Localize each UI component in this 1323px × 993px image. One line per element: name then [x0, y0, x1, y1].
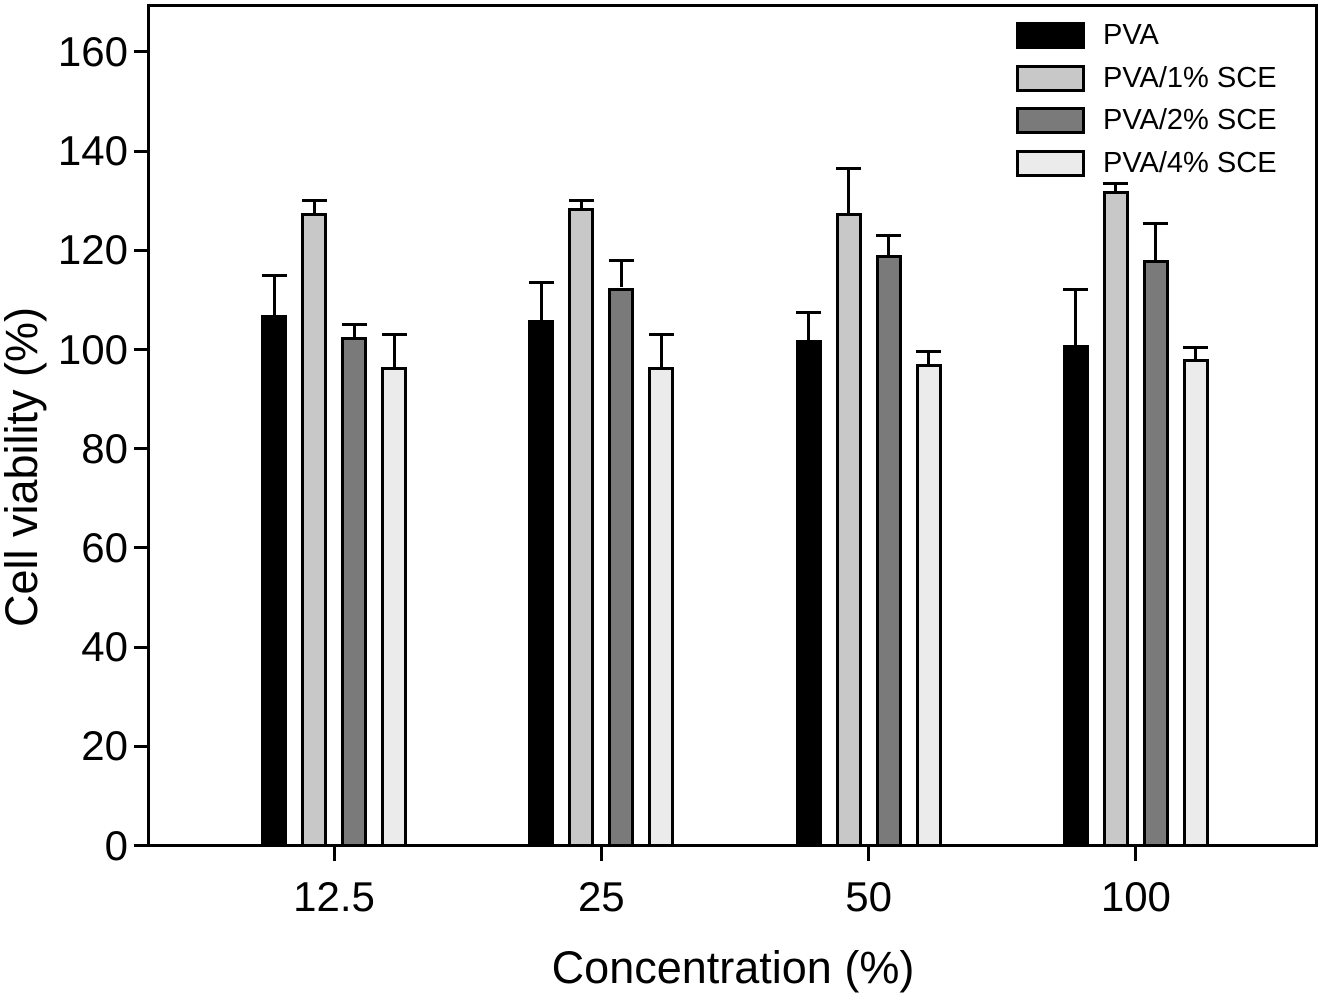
error-bar-stem [539, 282, 543, 320]
error-bar-cap [568, 199, 594, 203]
error-bar-stem [312, 200, 316, 214]
error-bar-stem [619, 260, 623, 288]
error-bar-cap [916, 350, 942, 354]
x-axis-tick [1134, 847, 1138, 861]
y-tick-label: 80 [81, 424, 128, 472]
bar [528, 319, 555, 847]
bar [301, 213, 327, 847]
error-bar-cap [528, 281, 554, 285]
legend-item: PVA/4% SCE [1016, 147, 1296, 180]
bar [1182, 359, 1209, 847]
y-tick-label: 100 [57, 325, 128, 373]
x-axis-tick [332, 847, 336, 861]
legend-item: PVA [1016, 19, 1296, 51]
y-axis-tick [134, 149, 147, 153]
error-bar-cap [876, 233, 902, 237]
x-axis-tick [867, 847, 871, 861]
bar [1142, 260, 1169, 847]
legend-swatch [1016, 22, 1085, 49]
y-axis-tick [134, 50, 147, 54]
error-bar-stem [847, 168, 851, 214]
bar [568, 208, 595, 847]
y-tick-label: 120 [57, 226, 128, 274]
error-bar-cap [796, 310, 822, 314]
x-axis-tick [599, 847, 603, 861]
error-bar-cap [1103, 181, 1129, 185]
error-bar-stem [927, 351, 931, 365]
error-bar-cap [1063, 288, 1089, 292]
x-axis-title: Concentration (%) [551, 942, 915, 993]
error-bar-cap [1143, 221, 1169, 225]
error-bar-cap [341, 323, 367, 327]
legend-label: PVA/1% SCE [1103, 61, 1277, 94]
bar [381, 366, 407, 847]
error-bar-stem [579, 200, 583, 209]
error-bar-stem [272, 275, 276, 315]
y-axis-tick [134, 645, 147, 649]
y-tick-label: 160 [57, 27, 128, 75]
error-bar-stem [1114, 183, 1118, 191]
error-bar-cap [381, 333, 407, 337]
bar [1062, 344, 1089, 847]
bar [915, 364, 942, 847]
legend-label: PVA/2% SCE [1103, 104, 1277, 137]
error-bar-cap [301, 199, 327, 203]
error-bar-stem [352, 324, 356, 338]
error-bar-cap [836, 166, 862, 170]
legend-item: PVA/2% SCE [1016, 104, 1296, 137]
x-tick-label: 25 [577, 873, 625, 920]
y-tick-label: 140 [57, 127, 128, 175]
x-tick-label: 50 [845, 873, 892, 920]
bar [648, 366, 675, 847]
y-axis-tick [134, 844, 147, 847]
y-tick-label: 60 [81, 523, 128, 571]
legend-swatch [1016, 64, 1085, 92]
y-tick-label: 20 [81, 722, 128, 770]
error-bar-cap [648, 333, 674, 337]
error-bar-stem [1154, 223, 1158, 261]
y-tick-label: 0 [104, 821, 128, 869]
y-axis-tick [134, 744, 147, 748]
bar [261, 314, 287, 847]
bar [875, 255, 902, 847]
bar [835, 213, 862, 847]
legend-swatch [1016, 150, 1085, 178]
bar [608, 287, 635, 847]
legend-swatch [1016, 107, 1085, 135]
error-bar-stem [887, 235, 891, 256]
error-bar-stem [807, 312, 811, 340]
x-tick-label: 100 [1100, 873, 1171, 920]
legend-label: PVA [1103, 19, 1159, 51]
error-bar-cap [608, 258, 634, 262]
x-tick-label: 12.5 [293, 873, 375, 920]
y-tick-label: 40 [81, 623, 128, 671]
error-bar-stem [1074, 289, 1078, 345]
y-axis-tick [134, 248, 147, 252]
error-bar-stem [392, 334, 396, 367]
bar [341, 337, 367, 847]
error-bar-cap [1183, 345, 1209, 349]
y-axis-title: Cell viability (%) [0, 306, 47, 628]
error-bar-cap [261, 273, 287, 277]
legend-item: PVA/1% SCE [1016, 61, 1296, 94]
legend-label: PVA/4% SCE [1103, 147, 1277, 180]
error-bar-stem [1194, 347, 1198, 360]
y-axis-tick [134, 348, 147, 351]
y-axis-tick [134, 546, 147, 550]
error-bar-stem [659, 334, 663, 367]
bar [1102, 190, 1129, 847]
bar [795, 339, 822, 847]
y-axis-tick [134, 447, 147, 451]
